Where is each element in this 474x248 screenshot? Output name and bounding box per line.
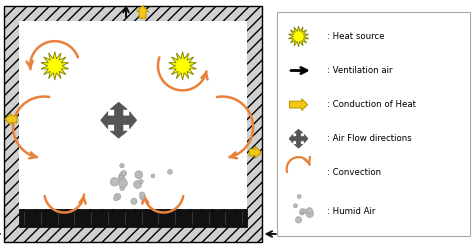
Text: : Ventilation air: : Ventilation air: [327, 66, 392, 75]
Circle shape: [112, 178, 117, 183]
Circle shape: [120, 186, 125, 190]
Circle shape: [120, 163, 124, 168]
Polygon shape: [110, 102, 127, 120]
Polygon shape: [299, 134, 308, 143]
Circle shape: [120, 172, 124, 176]
Bar: [277, 12, 470, 236]
Polygon shape: [19, 21, 247, 209]
Circle shape: [110, 178, 118, 186]
Polygon shape: [294, 139, 303, 148]
Circle shape: [118, 174, 125, 181]
Circle shape: [306, 210, 313, 217]
Circle shape: [151, 174, 155, 178]
Circle shape: [139, 179, 143, 184]
Circle shape: [135, 171, 143, 179]
Text: : Conduction of Heat: : Conduction of Heat: [327, 100, 416, 109]
Text: : Heat source: : Heat source: [327, 32, 384, 41]
Text: : Air Flow directions: : Air Flow directions: [327, 134, 412, 143]
Circle shape: [300, 209, 304, 213]
Circle shape: [301, 210, 305, 214]
Circle shape: [114, 193, 121, 200]
Text: : Convection: : Convection: [327, 168, 381, 177]
Circle shape: [119, 176, 123, 179]
Circle shape: [121, 170, 127, 176]
Circle shape: [140, 195, 145, 200]
Circle shape: [134, 181, 142, 188]
Polygon shape: [41, 52, 69, 80]
Polygon shape: [169, 52, 196, 80]
Polygon shape: [288, 26, 309, 47]
Circle shape: [306, 208, 313, 214]
Polygon shape: [294, 129, 303, 139]
Circle shape: [295, 217, 301, 223]
Polygon shape: [118, 112, 137, 129]
Circle shape: [113, 195, 119, 201]
Polygon shape: [100, 112, 118, 129]
Circle shape: [118, 179, 128, 188]
Bar: [19, 209, 247, 227]
Circle shape: [293, 204, 297, 208]
Circle shape: [119, 179, 127, 186]
Circle shape: [167, 169, 173, 174]
Polygon shape: [4, 6, 262, 242]
Circle shape: [300, 211, 304, 215]
Polygon shape: [289, 134, 299, 143]
Circle shape: [297, 194, 301, 198]
Circle shape: [302, 209, 307, 213]
Polygon shape: [110, 120, 127, 138]
Circle shape: [131, 198, 137, 204]
Circle shape: [139, 192, 145, 197]
Text: : Humid Air: : Humid Air: [327, 207, 375, 216]
